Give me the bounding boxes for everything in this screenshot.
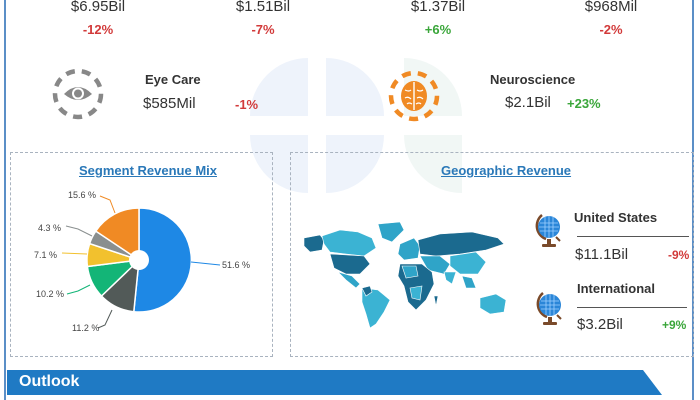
segment-name: Neuroscience xyxy=(490,72,576,87)
divider xyxy=(577,236,689,237)
kpi-value: $1.51Bil xyxy=(235,0,291,15)
segment-change: -1% xyxy=(235,97,259,112)
geographic-title: Geographic Revenue xyxy=(441,163,572,178)
region-value: $3.2Bil xyxy=(577,316,623,333)
globe-icon xyxy=(536,292,562,325)
outlook-header: Outlook xyxy=(7,370,662,395)
kpi-card: $1.37Bil +6% xyxy=(368,0,508,37)
kpi-value: $6.95Bil xyxy=(70,0,126,15)
region-name: United States xyxy=(574,210,658,225)
pie-label: 10.2 % xyxy=(36,289,65,299)
kpi-change: -7% xyxy=(251,22,275,37)
eye-icon xyxy=(52,68,104,120)
watermark-shape xyxy=(326,58,384,116)
pie-label: 15.6 % xyxy=(68,190,97,200)
region-change: -9% xyxy=(668,248,690,262)
world-map xyxy=(303,221,507,329)
brain-icon xyxy=(388,70,440,122)
globe-icon xyxy=(535,214,561,247)
geographic-panel xyxy=(290,152,694,357)
segment-name: Eye Care xyxy=(145,72,201,87)
outlook-title: Outlook xyxy=(19,373,80,390)
kpi-value: $1.37Bil xyxy=(410,0,466,15)
divider xyxy=(577,307,687,308)
kpi-card: $1.51Bil -7% xyxy=(193,0,333,37)
watermark-shape xyxy=(250,58,308,116)
segment-mix-title: Segment Revenue Mix xyxy=(79,163,217,178)
region-change: +9% xyxy=(662,318,687,332)
kpi-change: -2% xyxy=(599,22,623,37)
kpi-card: $6.95Bil -12% xyxy=(28,0,168,37)
kpi-value: $968Mil xyxy=(584,0,638,15)
kpi-change: -12% xyxy=(82,22,114,37)
frame-border-left xyxy=(4,0,6,400)
segment-value: $2.1Bil xyxy=(505,94,551,111)
kpi-change: +6% xyxy=(424,22,452,37)
segment-mix-panel xyxy=(10,152,273,357)
region-name: International xyxy=(577,281,656,296)
pie-label: 4.3 % xyxy=(38,223,62,233)
region-value: $11.1Bil xyxy=(575,246,629,263)
segment-pie-chart xyxy=(61,195,221,329)
pie-label: 11.2 % xyxy=(72,323,100,333)
segment-value: $585Mil xyxy=(143,95,196,112)
segment-change: +23% xyxy=(567,96,601,111)
pie-label: 51.6 % xyxy=(222,260,251,270)
pie-label: 7.1 % xyxy=(34,250,58,260)
kpi-card: $968Mil -2% xyxy=(541,0,681,37)
